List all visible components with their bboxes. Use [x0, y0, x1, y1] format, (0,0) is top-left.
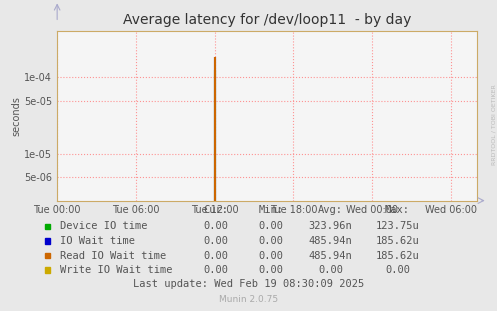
Text: IO Wait time: IO Wait time — [60, 236, 135, 246]
Text: 0.00: 0.00 — [318, 265, 343, 275]
Text: 185.62u: 185.62u — [376, 251, 419, 261]
Text: 0.00: 0.00 — [204, 265, 229, 275]
Text: 323.96n: 323.96n — [309, 221, 352, 231]
Text: 0.00: 0.00 — [204, 221, 229, 231]
Text: Cur:: Cur: — [204, 205, 229, 215]
Title: Average latency for /dev/loop11  - by day: Average latency for /dev/loop11 - by day — [123, 13, 412, 27]
Text: 0.00: 0.00 — [385, 265, 410, 275]
Text: Read IO Wait time: Read IO Wait time — [60, 251, 166, 261]
Text: 123.75u: 123.75u — [376, 221, 419, 231]
Text: 485.94n: 485.94n — [309, 236, 352, 246]
Text: Device IO time: Device IO time — [60, 221, 147, 231]
Text: 0.00: 0.00 — [258, 236, 283, 246]
Text: Max:: Max: — [385, 205, 410, 215]
Text: 0.00: 0.00 — [258, 221, 283, 231]
Text: Write IO Wait time: Write IO Wait time — [60, 265, 172, 275]
Text: 0.00: 0.00 — [204, 251, 229, 261]
Text: Min:: Min: — [258, 205, 283, 215]
Text: RRDTOOL / TOBI OETIKER: RRDTOOL / TOBI OETIKER — [491, 84, 496, 165]
Text: 485.94n: 485.94n — [309, 251, 352, 261]
Text: Last update: Wed Feb 19 08:30:09 2025: Last update: Wed Feb 19 08:30:09 2025 — [133, 279, 364, 289]
Text: 0.00: 0.00 — [204, 236, 229, 246]
Text: Munin 2.0.75: Munin 2.0.75 — [219, 295, 278, 304]
Text: 0.00: 0.00 — [258, 251, 283, 261]
Text: 0.00: 0.00 — [258, 265, 283, 275]
Text: Avg:: Avg: — [318, 205, 343, 215]
Y-axis label: seconds: seconds — [11, 96, 21, 136]
Text: 185.62u: 185.62u — [376, 236, 419, 246]
